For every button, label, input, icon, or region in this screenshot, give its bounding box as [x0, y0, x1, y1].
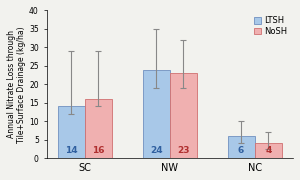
- Text: 23: 23: [177, 146, 190, 155]
- Text: 6: 6: [238, 146, 244, 155]
- Bar: [85, 99, 112, 158]
- Text: 16: 16: [92, 146, 105, 155]
- Legend: LTSH, NoSH: LTSH, NoSH: [252, 15, 289, 38]
- Bar: [255, 143, 282, 158]
- Bar: [170, 73, 197, 158]
- Text: 14: 14: [65, 146, 78, 155]
- Text: 24: 24: [150, 146, 163, 155]
- Bar: [142, 69, 170, 158]
- Bar: [58, 107, 85, 158]
- Text: 4: 4: [265, 146, 272, 155]
- Bar: [227, 136, 255, 158]
- Y-axis label: Annual Nitrate Loss through
Tile+Surface Drainage (kg/ha): Annual Nitrate Loss through Tile+Surface…: [7, 26, 26, 143]
